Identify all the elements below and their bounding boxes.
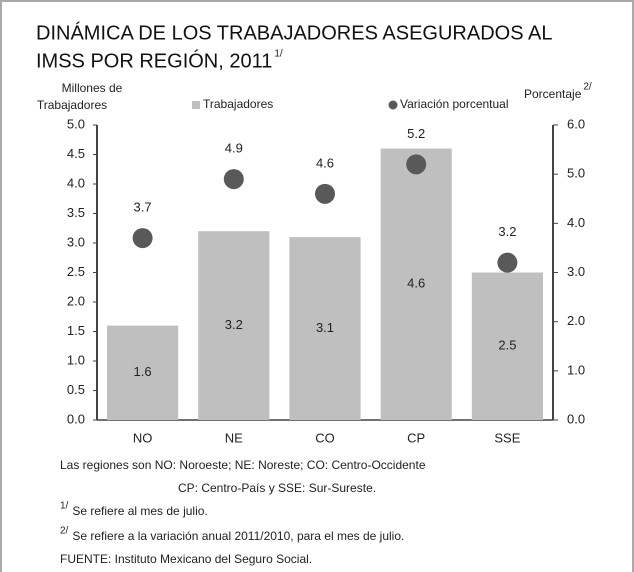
legend-swatch — [192, 101, 200, 109]
chart-title: IMSS POR REGIÓN, 2011 — [36, 49, 272, 72]
note-marker: 2/ — [60, 526, 69, 537]
x-tick-label: NE — [225, 430, 243, 445]
dot-value-label: 3.7 — [134, 200, 152, 215]
y-tick-label: 2.5 — [67, 264, 85, 279]
footnote: Las regiones son NO: Noroeste; NE: Nores… — [60, 458, 426, 472]
y2-axis-label: Porcentaje — [524, 87, 582, 101]
x-tick-label: NO — [133, 430, 153, 445]
y-tick-label: 5.0 — [67, 116, 85, 131]
y-tick-label: 0.0 — [67, 411, 85, 426]
dot — [132, 228, 153, 249]
bar-value-label: 3.2 — [225, 317, 243, 332]
y-tick-label: 3.5 — [67, 205, 85, 220]
x-tick-label: CO — [315, 430, 335, 445]
bar — [380, 148, 452, 420]
bar-value-label: 2.5 — [498, 338, 516, 353]
y-axis-label: Millones de — [62, 81, 123, 95]
dot-value-label: 5.2 — [407, 126, 425, 141]
y2-tick-label: 5.0 — [567, 166, 585, 181]
legend-label: Trabajadores — [203, 97, 273, 111]
note-marker: 1/ — [60, 501, 69, 512]
y-tick-label: 3.0 — [67, 234, 85, 249]
chart-title: DINÁMICA DE LOS TRABAJADORES ASEGURADOS … — [36, 21, 552, 44]
y-tick-label: 2.0 — [67, 293, 85, 308]
dot-value-label: 4.6 — [316, 155, 334, 170]
y2-tick-label: 6.0 — [567, 116, 585, 131]
bar-value-label: 3.1 — [316, 320, 334, 335]
y2-axis-note: 2/ — [583, 82, 592, 93]
y-tick-label: 4.5 — [67, 146, 85, 161]
x-tick-label: SSE — [494, 430, 520, 445]
y2-tick-label: 0.0 — [567, 411, 585, 426]
legend-label: Variación porcentual — [400, 97, 509, 111]
bar — [289, 237, 361, 420]
bar — [198, 231, 270, 420]
y-tick-label: 1.0 — [67, 352, 85, 367]
y-tick-label: 4.0 — [67, 175, 85, 190]
dot-value-label: 4.9 — [225, 141, 243, 156]
dot — [497, 252, 518, 273]
bar-value-label: 1.6 — [134, 364, 152, 379]
y2-tick-label: 2.0 — [567, 313, 585, 328]
bar-value-label: 4.6 — [407, 276, 425, 291]
y2-tick-label: 1.0 — [567, 362, 585, 377]
bar — [471, 272, 543, 420]
y2-tick-label: 3.0 — [567, 264, 585, 279]
x-tick-label: CP — [407, 430, 425, 445]
y-axis-label: Trabajadores — [37, 98, 107, 112]
title-note: 1/ — [274, 49, 283, 60]
dot-value-label: 3.2 — [498, 224, 516, 239]
footnote: CP: Centro-País y SSE: Sur-Sureste. — [178, 481, 376, 495]
dot — [406, 154, 427, 175]
y2-tick-label: 4.0 — [567, 215, 585, 230]
footnote: Se refiere a la variación anual 2011/201… — [72, 529, 404, 543]
legend-swatch — [388, 100, 398, 110]
y-tick-label: 1.5 — [67, 323, 85, 338]
y-tick-label: 0.5 — [67, 382, 85, 397]
dot — [315, 183, 335, 204]
footnote: FUENTE: Instituto Mexicano del Seguro So… — [60, 552, 312, 566]
dot — [223, 169, 244, 190]
footnote: Se refiere al mes de julio. — [72, 504, 207, 518]
bar — [107, 325, 179, 420]
